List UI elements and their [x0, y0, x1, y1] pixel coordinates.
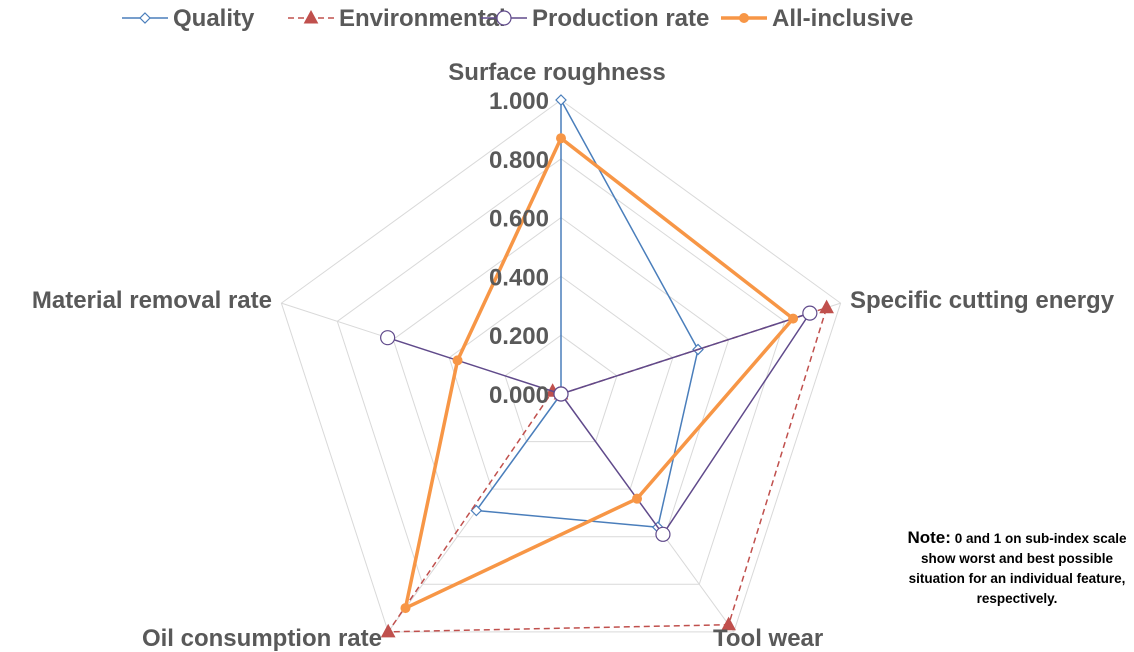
grid-ring — [392, 216, 730, 538]
legend-label: All-inclusive — [772, 5, 913, 32]
data-point — [555, 94, 567, 106]
legend-label: Production rate — [532, 5, 709, 32]
axis-labels: Surface roughness Specific cutting energy… — [32, 59, 1115, 652]
series-line-quality — [475, 99, 699, 528]
axis-label-material-removal-rate: Material removal rate — [32, 287, 272, 314]
legend-marker — [303, 9, 319, 24]
legend-marker — [496, 10, 512, 26]
series-all-inclusive — [400, 133, 799, 614]
tick-label: 1.000 — [489, 88, 549, 115]
data-point — [452, 355, 463, 366]
legend-label: Environmental — [339, 5, 506, 32]
tick-label: 0.600 — [489, 206, 549, 233]
data-point — [400, 603, 411, 614]
series-production-rate — [380, 305, 818, 542]
axis-label-surface-roughness: Surface roughness — [448, 59, 665, 86]
grid-ring — [280, 99, 842, 633]
tick-label: 0.000 — [489, 382, 549, 409]
chart-note: Note: 0 and 1 on sub-index scale show wo… — [905, 528, 1129, 609]
tick-labels: 0.000 0.200 0.400 0.600 0.800 1.000 — [489, 88, 549, 409]
tick-label: 0.400 — [489, 264, 549, 291]
data-point — [721, 616, 736, 631]
grid-ring — [504, 334, 618, 443]
axis-label-specific-cutting-energy: Specific cutting energy — [850, 287, 1115, 314]
series-line-production-rate — [386, 312, 811, 536]
legend-item-production-rate: Production rate — [481, 5, 709, 32]
note-head: Note: — [907, 528, 951, 547]
legend-marker — [739, 13, 749, 23]
series-line-all-inclusive — [403, 136, 795, 610]
data-point — [632, 493, 643, 504]
legend-item-quality: Quality — [122, 5, 255, 32]
radar-series — [380, 94, 834, 638]
data-point — [788, 313, 799, 324]
tick-label: 0.200 — [489, 323, 549, 350]
data-point — [380, 623, 396, 638]
legend-item-environmental: Environmental — [288, 5, 506, 32]
data-point — [819, 299, 834, 314]
legend: Quality Environmental Production rate All-i… — [122, 5, 913, 32]
grid-ring — [448, 275, 674, 490]
grid-ring — [336, 158, 786, 585]
data-point — [655, 526, 671, 542]
data-point — [556, 133, 566, 144]
data-point — [380, 330, 396, 346]
tick-label: 0.800 — [489, 147, 549, 174]
legend-label: Quality — [173, 5, 255, 32]
legend-marker — [139, 12, 151, 24]
data-point — [553, 386, 569, 402]
note-text: 0 and 1 on sub-index scale show worst an… — [908, 531, 1127, 606]
data-point — [802, 305, 818, 321]
legend-item-all-inclusive: All-inclusive — [721, 5, 913, 32]
axis-label-oil-consumption-rate: Oil consumption rate — [142, 625, 382, 652]
axis-label-tool-wear: Tool wear — [713, 625, 823, 652]
